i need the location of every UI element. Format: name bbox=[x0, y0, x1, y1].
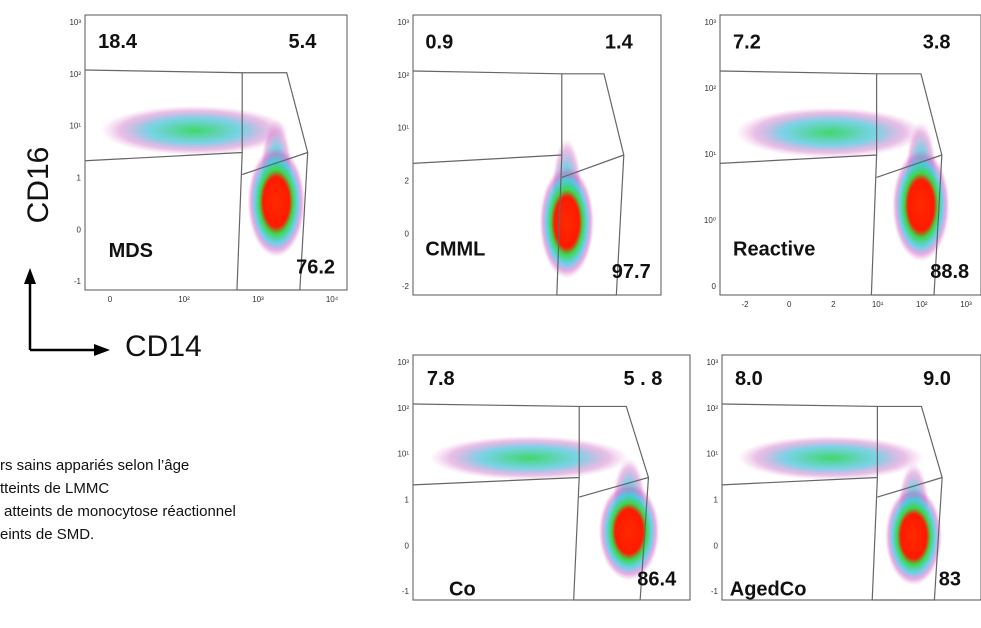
gate-percentage: 76.2 bbox=[296, 256, 335, 278]
gate-percentage: 5 . 8 bbox=[623, 368, 662, 390]
density-band bbox=[100, 105, 290, 156]
caption-line: tteints de LMMC bbox=[0, 480, 109, 497]
plot-frame bbox=[412, 14, 662, 296]
gate bbox=[871, 405, 943, 601]
y-tick-label: 1 bbox=[405, 496, 410, 505]
y-tick-label: 1 bbox=[714, 496, 719, 505]
gate-percentage: 86.4 bbox=[637, 569, 677, 591]
gate-percentage: 0.9 bbox=[425, 31, 453, 53]
y-tick-label: 10² bbox=[704, 84, 716, 93]
x-tick-label: 2 bbox=[831, 300, 836, 309]
y-tick-label: -1 bbox=[74, 277, 82, 286]
gate bbox=[877, 476, 943, 498]
panel-label: CMML bbox=[425, 238, 485, 260]
x-tick-label: 0 bbox=[108, 295, 113, 304]
x-tick-label: 10¹ bbox=[872, 300, 884, 309]
gate-percentage: 1.4 bbox=[605, 31, 634, 53]
x-tick-label: 10² bbox=[916, 300, 928, 309]
gate bbox=[579, 476, 649, 498]
gate bbox=[721, 403, 879, 486]
gate bbox=[84, 69, 243, 162]
gate-percentage: 8.0 bbox=[735, 368, 763, 390]
y-tick-label: 10¹ bbox=[706, 450, 718, 459]
density-core bbox=[885, 487, 943, 586]
density-core bbox=[598, 482, 660, 581]
x-tick-label: 10² bbox=[178, 295, 190, 304]
y-tick-label: -1 bbox=[402, 587, 410, 596]
gate bbox=[573, 405, 650, 601]
arrow-head bbox=[94, 344, 110, 356]
x-tick-label: -2 bbox=[741, 300, 749, 309]
y-tick-label: 10¹ bbox=[69, 122, 81, 131]
gate bbox=[876, 154, 943, 178]
gate bbox=[236, 72, 309, 291]
density-core bbox=[247, 147, 306, 257]
gate-percentage: 88.8 bbox=[930, 261, 969, 283]
gate-percentage: 83 bbox=[939, 569, 961, 591]
gate-percentage: 9.0 bbox=[923, 368, 951, 390]
gate bbox=[870, 73, 943, 296]
x-tick-label: 0 bbox=[787, 300, 792, 309]
y-tick-label: 10³ bbox=[706, 358, 718, 367]
y-tick-label: -2 bbox=[402, 282, 410, 291]
y-tick-label: 0 bbox=[77, 225, 82, 234]
y-tick-label: 0 bbox=[714, 541, 719, 550]
x-tick-label: 10³ bbox=[252, 295, 264, 304]
x-tick-label: 10³ bbox=[960, 300, 972, 309]
caption-line: atteints de monocytose réactionnel bbox=[4, 503, 236, 520]
panel-label: Reactive bbox=[733, 238, 815, 260]
y-tick-label: 10¹ bbox=[397, 450, 409, 459]
gate bbox=[412, 70, 563, 164]
y-tick-label: 10² bbox=[69, 70, 81, 79]
panel-label: MDS bbox=[109, 240, 153, 262]
y-tick-label: 10³ bbox=[397, 18, 409, 27]
gate-percentage: 3.8 bbox=[923, 31, 951, 53]
gate bbox=[719, 70, 878, 164]
gate-percentage: 7.2 bbox=[733, 31, 761, 53]
y-tick-label: 10³ bbox=[397, 358, 409, 367]
y-tick-label: 10² bbox=[397, 71, 409, 80]
y-tick-label: 10³ bbox=[704, 18, 716, 27]
panel-label: Co bbox=[449, 578, 476, 600]
arrow-head bbox=[24, 268, 36, 284]
y-tick-label: 0 bbox=[712, 282, 717, 291]
density-band bbox=[429, 435, 630, 480]
y-tick-label: 2 bbox=[405, 177, 410, 186]
y-tick-label: 0 bbox=[405, 229, 410, 238]
y-tick-label: 1 bbox=[77, 174, 82, 183]
y-tick-label: -1 bbox=[711, 587, 719, 596]
y-tick-label: 10¹ bbox=[704, 150, 716, 159]
y-tick-label: 10² bbox=[706, 404, 718, 413]
panel-label: AgedCo bbox=[730, 578, 807, 600]
y-axis-label: CD16 bbox=[22, 147, 55, 224]
density-core bbox=[892, 149, 950, 262]
gate bbox=[556, 73, 625, 296]
density-band bbox=[737, 435, 925, 480]
density-core bbox=[539, 166, 595, 279]
y-tick-label: 10¹ bbox=[397, 124, 409, 133]
caption-line: eints de SMD. bbox=[0, 526, 94, 543]
y-tick-label: 10³ bbox=[69, 18, 81, 27]
gate bbox=[242, 151, 308, 176]
gate bbox=[412, 403, 580, 486]
gate bbox=[561, 154, 625, 178]
gate-percentage: 97.7 bbox=[612, 261, 651, 283]
density-band bbox=[735, 107, 924, 158]
x-tick-label: 10⁴ bbox=[326, 295, 339, 304]
gate-percentage: 7.8 bbox=[427, 368, 455, 390]
y-tick-label: 10⁰ bbox=[704, 216, 716, 225]
x-axis-label: CD14 bbox=[125, 330, 202, 363]
gate-percentage: 5.4 bbox=[289, 31, 318, 53]
y-tick-label: 0 bbox=[405, 541, 410, 550]
gate-percentage: 18.4 bbox=[98, 31, 138, 53]
y-tick-label: 10² bbox=[397, 404, 409, 413]
caption-line: rs sains appariés selon l’âge bbox=[0, 457, 189, 474]
